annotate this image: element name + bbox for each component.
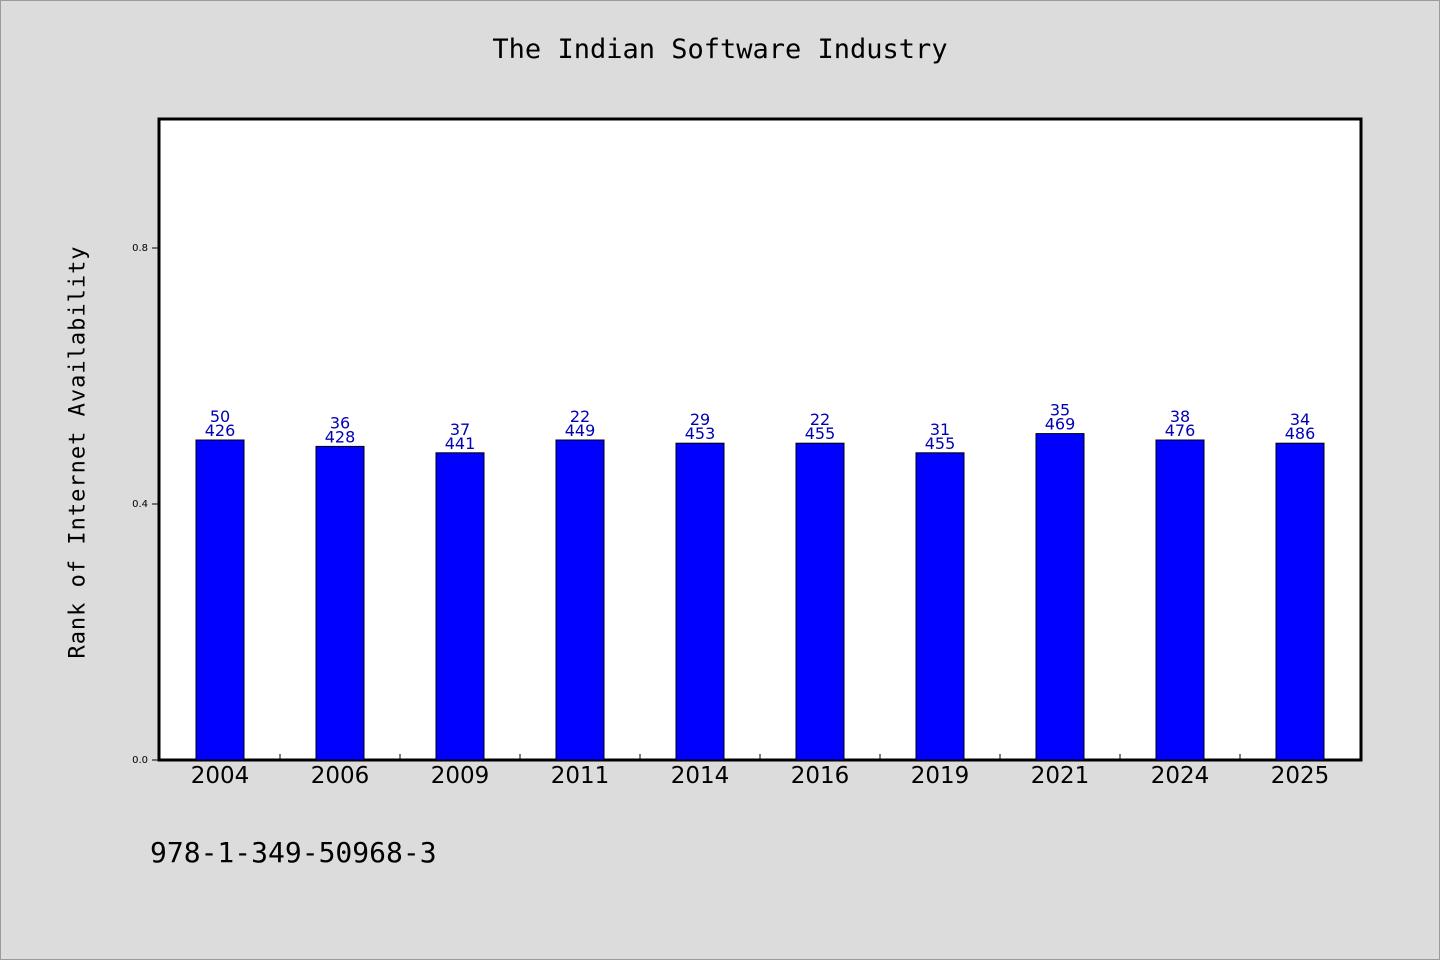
data-label-top: 22 bbox=[810, 410, 830, 429]
x-tick-label: 2006 bbox=[311, 763, 370, 789]
x-tick-label: 2009 bbox=[431, 763, 490, 789]
x-tick-label: 2016 bbox=[791, 763, 850, 789]
data-label-top: 31 bbox=[930, 420, 950, 439]
data-label-bottom: 455 bbox=[925, 434, 956, 453]
data-label-top: 36 bbox=[330, 413, 350, 432]
x-tick-label: 2025 bbox=[1271, 763, 1330, 789]
data-label-bottom: 449 bbox=[565, 421, 596, 440]
data-label-top: 37 bbox=[450, 420, 470, 439]
data-label-bottom: 441 bbox=[445, 434, 476, 453]
y-tick-label: 0.4 bbox=[132, 499, 148, 510]
x-tick-label: 2014 bbox=[671, 763, 730, 789]
x-tick-label: 2011 bbox=[551, 763, 610, 789]
data-label-bottom: 453 bbox=[685, 424, 716, 443]
data-label-bottom: 428 bbox=[325, 427, 356, 446]
footer-isbn: 978-1-349-50968-3 bbox=[150, 836, 437, 869]
bar bbox=[555, 439, 605, 761]
bar bbox=[675, 442, 725, 761]
bar bbox=[1275, 442, 1325, 761]
data-label-top: 29 bbox=[690, 410, 710, 429]
bar bbox=[795, 442, 845, 761]
data-label-top: 50 bbox=[210, 407, 230, 426]
bar bbox=[315, 445, 365, 761]
data-label-bottom: 476 bbox=[1165, 421, 1196, 440]
data-label-top: 22 bbox=[570, 407, 590, 426]
data-label-bottom: 455 bbox=[805, 424, 836, 443]
x-tick-label: 2019 bbox=[911, 763, 970, 789]
chart-title: The Indian Software Industry bbox=[492, 34, 948, 65]
x-tick-label: 2024 bbox=[1151, 763, 1210, 789]
bar bbox=[1155, 439, 1205, 761]
y-tick-label: 0.8 bbox=[132, 243, 148, 254]
bar bbox=[1035, 433, 1085, 761]
x-tick-label: 2021 bbox=[1031, 763, 1090, 789]
data-label-bottom: 469 bbox=[1045, 415, 1076, 434]
data-label-top: 38 bbox=[1170, 407, 1190, 426]
data-label-top: 35 bbox=[1050, 401, 1070, 420]
bar bbox=[195, 439, 245, 761]
x-tick-label: 2004 bbox=[191, 763, 250, 789]
y-tick-label: 0.0 bbox=[132, 755, 148, 766]
bar bbox=[915, 452, 965, 761]
data-label-bottom: 426 bbox=[205, 421, 236, 440]
bar bbox=[435, 452, 485, 761]
data-label-bottom: 486 bbox=[1285, 424, 1316, 443]
data-label-top: 34 bbox=[1290, 410, 1310, 429]
